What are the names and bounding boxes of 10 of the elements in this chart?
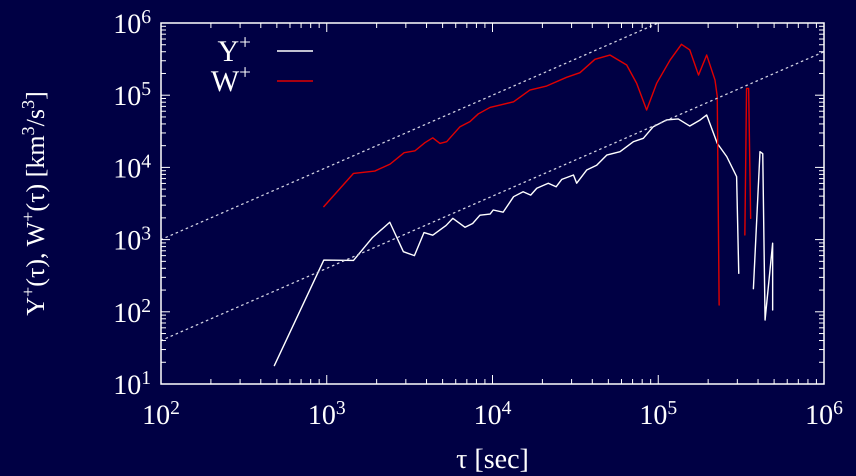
x-tick-label: 10$^{5}$ [639,398,678,431]
y-tick-label: 10$^{6}$ [113,6,152,40]
y-tick-label: 10$^{5}$ [113,78,152,112]
x-tick-label: 10$^{3}$ [308,398,346,431]
x-tick-label: 10$^{6}$ [805,398,844,431]
y-tick-label: 10$^{3}$ [113,223,152,257]
y-tick-label: 10$^{2}$ [113,295,151,329]
y-tick-label: 10$^{4}$ [113,150,152,184]
x-tick-label: 10$^{4}$ [474,398,512,431]
x-axis-title: τ [sec] [456,444,529,475]
